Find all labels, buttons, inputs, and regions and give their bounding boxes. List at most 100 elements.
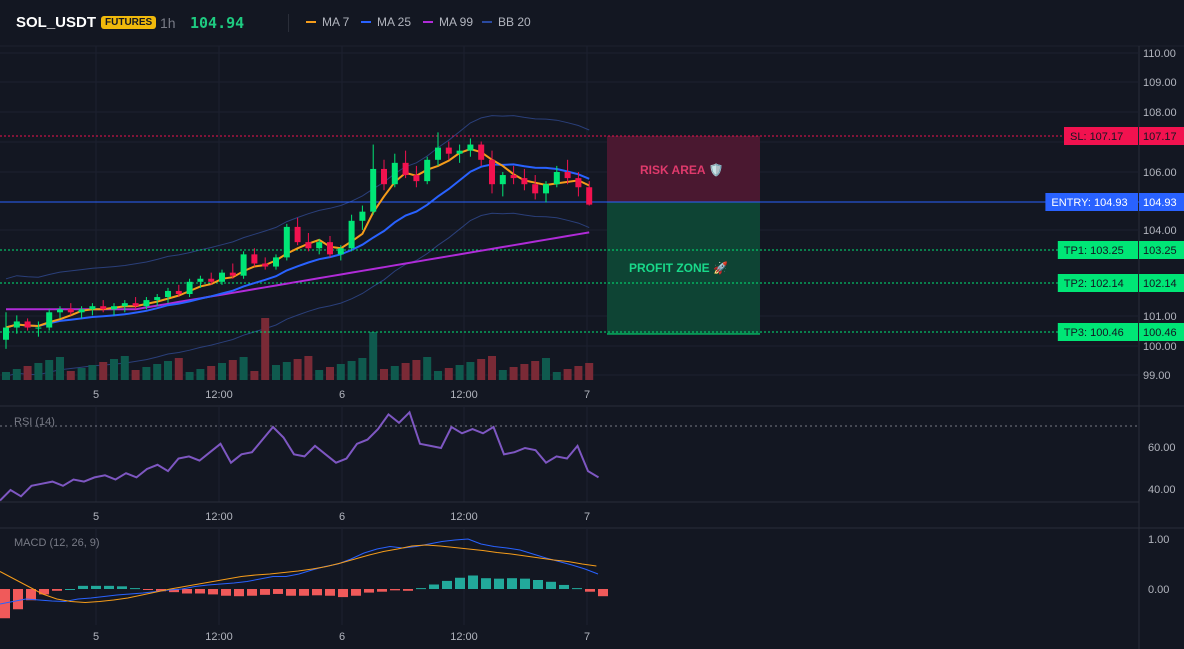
macd-histogram-bar [468, 575, 478, 589]
level-axis-value: 107.17 [1143, 131, 1177, 143]
volume-bar [466, 362, 475, 380]
time-tick-label: 5 [93, 389, 99, 401]
profit-zone-label: PROFIT ZONE 🚀 [629, 261, 728, 275]
volume-bar [282, 362, 291, 380]
price-tick-label: 110.00 [1143, 48, 1176, 60]
candle-body [510, 175, 517, 179]
legend-ma25[interactable]: MA 25 [361, 15, 411, 29]
candle-body [586, 187, 593, 205]
macd-histogram-bar [533, 580, 543, 589]
time-tick-label: 12:00 [450, 631, 478, 643]
volume-bar [498, 370, 507, 380]
legend-ma99[interactable]: MA 99 [423, 15, 473, 29]
macd-histogram-bar [299, 589, 309, 596]
macd-line [0, 538, 599, 605]
price-tick-label: 109.00 [1143, 77, 1177, 89]
volume-bar [347, 361, 356, 380]
candle-body [143, 300, 150, 307]
candle-body [391, 162, 398, 185]
level-label-bg [1057, 241, 1138, 259]
candle-body [186, 281, 193, 294]
macd-histogram-bar [195, 589, 205, 594]
rsi-line [0, 410, 600, 502]
symbol-title[interactable]: SOL_USDT [16, 14, 97, 31]
legend-bb20-label: BB 20 [498, 15, 531, 29]
price-level-lines: SL: 107.17 107.17 ENTRY: 104.93 104.93 TP1: … [0, 127, 1184, 341]
candle-body [543, 184, 549, 194]
bb-upper [5, 115, 590, 280]
volume-bar [390, 366, 399, 380]
volume-bar [131, 370, 140, 380]
time-tick-label: 6 [339, 631, 345, 643]
macd-histogram-bar [520, 578, 530, 589]
level-axis-bg [1139, 241, 1184, 259]
volume-bar [293, 359, 302, 380]
candle-body [478, 144, 485, 160]
candle-body [532, 184, 539, 194]
candle-body [456, 150, 463, 154]
volume-bar [77, 368, 86, 380]
legend-bb20[interactable]: BB 20 [482, 15, 531, 29]
time-tick-label: 6 [339, 511, 345, 523]
time-tick-label: 12:00 [205, 511, 233, 523]
level-label: TP3: 100.46 [1064, 327, 1124, 339]
bb20-swatch-icon [482, 21, 492, 23]
level-axis-value: 100.46 [1143, 327, 1177, 339]
volume-bar [434, 371, 442, 380]
macd-histogram-bar [91, 585, 101, 589]
candle-body [316, 242, 323, 249]
ma25-line [5, 163, 590, 329]
macd-histogram-bar [221, 589, 231, 596]
volume-bar [261, 318, 270, 380]
volume-bar [110, 359, 118, 380]
profit-zone [607, 202, 760, 334]
volume-bar [369, 332, 378, 380]
macd-axis-0: 0.00 [1148, 584, 1169, 596]
volume-bar [585, 363, 594, 380]
volume-bar [520, 364, 529, 380]
header-divider [288, 14, 289, 32]
candle-body [251, 254, 258, 264]
price-tick-label: 99.00 [1143, 370, 1171, 382]
candle-body [46, 312, 53, 328]
macd-histogram-bar [546, 581, 556, 589]
price-tick-label: 101.00 [1143, 311, 1177, 323]
ma99-swatch-icon [423, 21, 433, 23]
timeframe-label[interactable]: 1h [160, 15, 176, 31]
macd-histogram-bar [559, 584, 569, 589]
bollinger-bands [5, 115, 590, 377]
candle-body [165, 290, 171, 298]
macd-label: MACD (12, 26, 9) [14, 537, 100, 549]
macd-histogram-bar [429, 584, 439, 589]
time-tick-label: 6 [339, 389, 345, 401]
level-label-bg [1057, 323, 1138, 341]
macd-histogram-bar [286, 589, 296, 596]
macd-histogram-bar [156, 589, 166, 592]
rsi-pane: RSI (14) 60.00 40.00 [0, 410, 1176, 503]
level-label-bg [1045, 193, 1138, 211]
ma25-swatch-icon [361, 21, 371, 23]
candle-body [294, 226, 301, 243]
macd-histogram-bar [208, 589, 218, 595]
macd-pane: MACD (12, 26, 9) 1.00 0.00 [0, 534, 1169, 619]
macd-histogram-bar [26, 589, 36, 601]
legend-ma7[interactable]: MA 7 [306, 15, 349, 29]
volume-bar [542, 358, 550, 380]
level-axis-bg [1139, 193, 1184, 211]
candle-body [13, 321, 20, 328]
macd-histogram-bar [325, 589, 335, 596]
candle-body [521, 178, 528, 185]
volume-bar [423, 357, 432, 380]
volume-bar [358, 358, 367, 380]
candle-body [175, 290, 182, 294]
volume-bar [120, 356, 129, 380]
legend-ma25-label: MA 25 [377, 15, 412, 29]
level-axis-value: 103.25 [1143, 245, 1177, 257]
volume-bar [380, 369, 388, 380]
chart-header: SOL_USDT FUTURES 1h 104.94 MA 7 MA 25 MA… [0, 0, 1184, 46]
futures-badge: FUTURES [101, 16, 157, 29]
volume-bar [174, 358, 183, 380]
rsi-axis-60: 60.00 [1148, 442, 1176, 454]
rsi-label: RSI (14) [14, 416, 55, 428]
